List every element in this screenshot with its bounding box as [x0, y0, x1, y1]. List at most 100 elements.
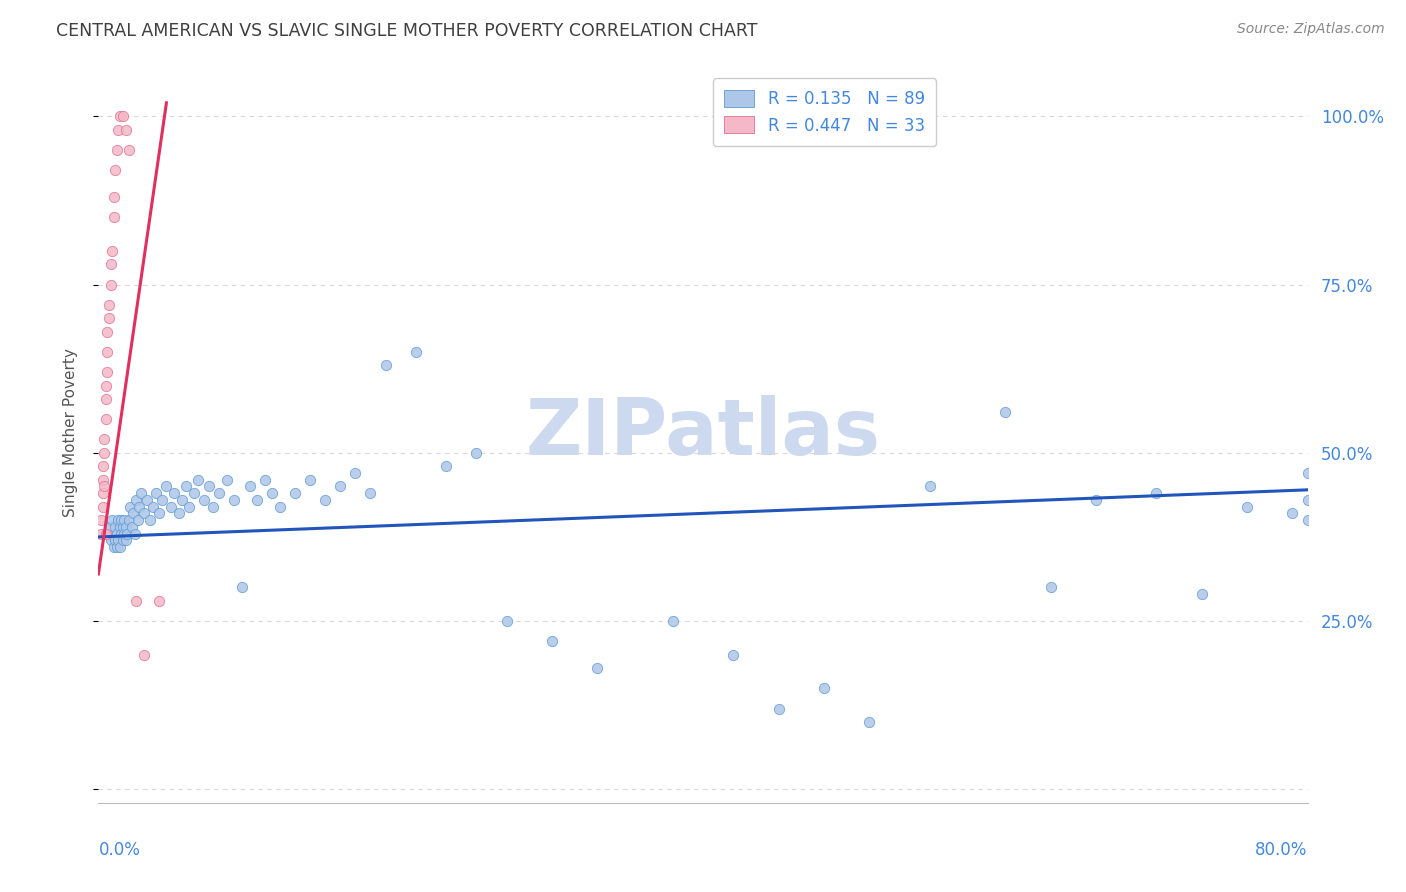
- Point: [108, 109, 131, 123]
- Point: [1085, 492, 1108, 507]
- Point: [103, 190, 125, 204]
- Point: [405, 344, 427, 359]
- Point: [112, 513, 135, 527]
- Point: [1296, 513, 1319, 527]
- Point: [96, 344, 118, 359]
- Point: [284, 486, 307, 500]
- Point: [93, 479, 115, 493]
- Text: ZIPatlas: ZIPatlas: [526, 394, 880, 471]
- Point: [94, 392, 117, 406]
- Point: [104, 163, 127, 178]
- Point: [224, 492, 246, 507]
- Point: [239, 479, 262, 493]
- Point: [1039, 581, 1062, 595]
- Point: [269, 500, 291, 514]
- Point: [231, 581, 253, 595]
- Point: [104, 520, 127, 534]
- Y-axis label: Single Mother Poverty: Single Mother Poverty: [63, 348, 77, 517]
- Point: [114, 122, 136, 136]
- Point: [1191, 587, 1213, 601]
- Point: [132, 507, 155, 521]
- Point: [183, 486, 205, 500]
- Point: [155, 479, 177, 493]
- Point: [150, 492, 173, 507]
- Point: [96, 325, 118, 339]
- Point: [434, 459, 457, 474]
- Point: [723, 648, 745, 662]
- Point: [208, 486, 231, 500]
- Point: [586, 661, 609, 675]
- Point: [215, 473, 238, 487]
- Point: [118, 143, 141, 157]
- Point: [495, 614, 517, 628]
- Point: [100, 277, 122, 292]
- Point: [112, 526, 135, 541]
- Point: [1281, 507, 1303, 521]
- Point: [107, 533, 129, 548]
- Point: [1296, 466, 1319, 480]
- Point: [111, 533, 134, 548]
- Point: [114, 520, 136, 534]
- Point: [98, 311, 121, 326]
- Point: [115, 526, 138, 541]
- Point: [108, 540, 131, 554]
- Point: [93, 433, 115, 447]
- Point: [91, 486, 114, 500]
- Point: [90, 526, 112, 541]
- Point: [1144, 486, 1167, 500]
- Point: [105, 526, 128, 541]
- Point: [253, 473, 276, 487]
- Point: [103, 526, 125, 541]
- Text: CENTRAL AMERICAN VS SLAVIC SINGLE MOTHER POVERTY CORRELATION CHART: CENTRAL AMERICAN VS SLAVIC SINGLE MOTHER…: [56, 22, 758, 40]
- Point: [299, 473, 322, 487]
- Legend: R = 0.135   N = 89, R = 0.447   N = 33: R = 0.135 N = 89, R = 0.447 N = 33: [713, 78, 936, 146]
- Point: [129, 486, 152, 500]
- Text: 0.0%: 0.0%: [98, 840, 141, 859]
- Point: [120, 500, 142, 514]
- Point: [148, 594, 170, 608]
- Point: [768, 701, 790, 715]
- Point: [813, 681, 835, 696]
- Point: [96, 365, 118, 379]
- Text: Source: ZipAtlas.com: Source: ZipAtlas.com: [1237, 22, 1385, 37]
- Point: [121, 520, 143, 534]
- Point: [135, 492, 157, 507]
- Point: [104, 533, 127, 548]
- Point: [107, 513, 129, 527]
- Point: [193, 492, 215, 507]
- Point: [148, 507, 170, 521]
- Point: [187, 473, 209, 487]
- Point: [540, 634, 562, 648]
- Point: [179, 500, 201, 514]
- Point: [202, 500, 225, 514]
- Point: [127, 513, 149, 527]
- Point: [110, 526, 132, 541]
- Point: [105, 540, 128, 554]
- Point: [132, 648, 155, 662]
- Point: [108, 520, 131, 534]
- Point: [105, 143, 128, 157]
- Point: [246, 492, 269, 507]
- Point: [101, 513, 124, 527]
- Point: [94, 526, 117, 541]
- Point: [139, 513, 162, 527]
- Point: [103, 540, 125, 554]
- Point: [128, 500, 150, 514]
- Point: [122, 507, 145, 521]
- Point: [163, 486, 186, 500]
- Point: [107, 122, 129, 136]
- Point: [160, 500, 183, 514]
- Point: [314, 492, 336, 507]
- Point: [91, 500, 114, 514]
- Point: [1296, 492, 1319, 507]
- Point: [91, 459, 114, 474]
- Point: [142, 500, 165, 514]
- Point: [170, 492, 193, 507]
- Point: [145, 486, 167, 500]
- Point: [167, 507, 190, 521]
- Point: [110, 513, 132, 527]
- Point: [374, 359, 396, 373]
- Point: [360, 486, 382, 500]
- Point: [94, 378, 117, 392]
- Point: [101, 244, 124, 258]
